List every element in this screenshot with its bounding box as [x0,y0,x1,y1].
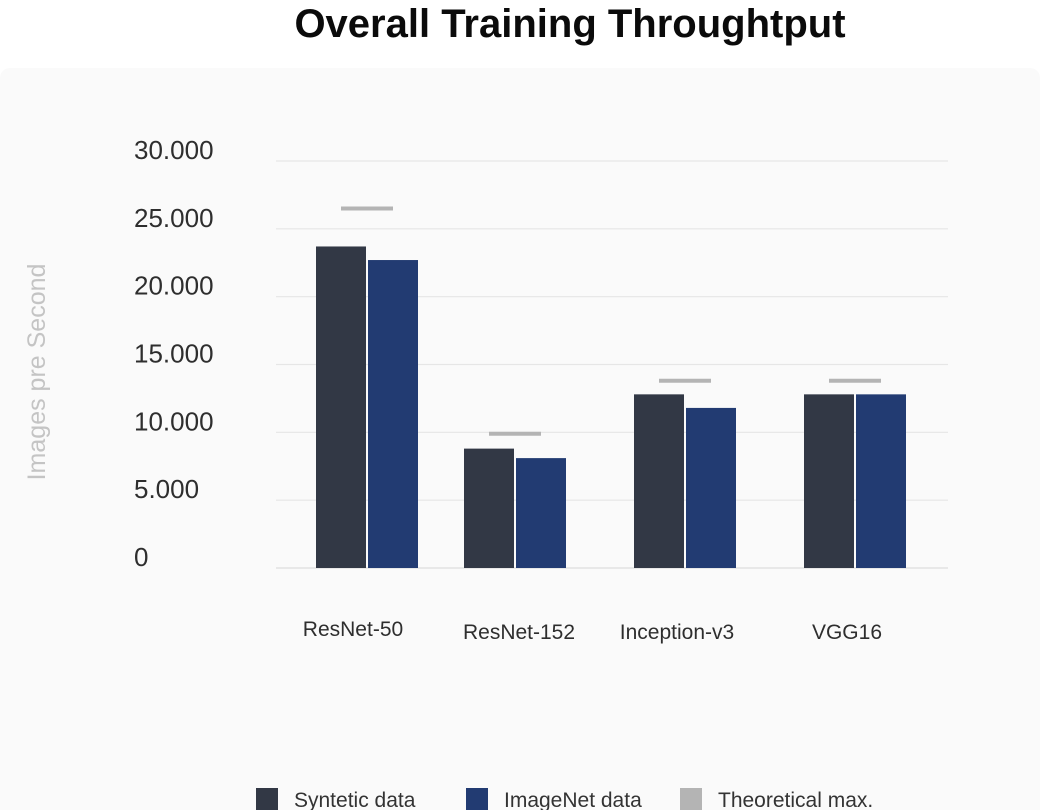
x-tick-label-resnet-50: ResNet-50 [303,618,403,641]
legend-label-theoretical-max: Theoretical max. [718,789,873,810]
y-axis-label: Images pre Second [23,264,51,481]
legend-swatch-syntetic-data [256,788,278,810]
x-tick-label-inception-v3: Inception-v3 [620,621,734,644]
y-tick-label-15000: 15.000 [134,339,214,369]
x-tick-label-resnet-152: ResNet-152 [463,621,575,644]
bar-resnet-50-imagenet-data [368,260,418,568]
chart-title: Overall Training Throughtput [294,2,846,46]
bar-vgg16-syntetic-data [804,394,854,568]
bar-resnet-50-syntetic-data [316,246,366,568]
y-tick-label-10000: 10.000 [134,406,214,436]
bar-inception-v3-syntetic-data [634,394,684,568]
legend-swatch-imagenet-data [466,788,488,810]
bar-inception-v3-imagenet-data [686,407,736,568]
bar-resnet-152-imagenet-data [516,458,566,568]
y-tick-label-0: 0 [134,542,148,572]
y-tick-label-25000: 25.000 [134,203,214,233]
x-tick-label-vgg16: VGG16 [812,621,882,644]
legend-label-imagenet-data: ImageNet data [504,789,642,810]
legend-label-syntetic-data: Syntetic data [294,789,416,810]
y-tick-label-30000: 30.000 [134,135,214,165]
y-tick-label-20000: 20.000 [134,271,214,301]
bar-vgg16-imagenet-data [856,394,906,568]
bar-resnet-152-syntetic-data [464,448,514,568]
legend-swatch-theoretical-max [680,788,702,810]
y-tick-label-5000: 5.000 [134,474,199,504]
